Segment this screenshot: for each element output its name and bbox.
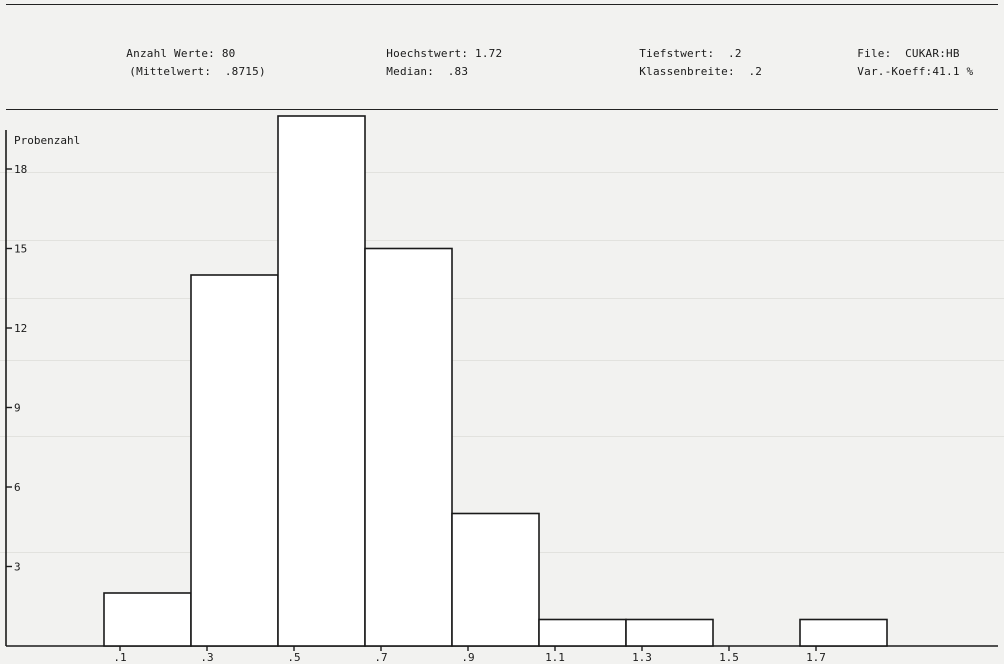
histogram-bar-.5 [278, 116, 365, 646]
x-tick-label-.5: .5 [287, 651, 300, 664]
histogram-bar-.7 [365, 249, 452, 647]
x-tick-label-.9: .9 [461, 651, 474, 664]
histogram-bar-.3 [191, 275, 278, 646]
x-tick-label-.1: .1 [113, 651, 126, 664]
histogram-bar-1.3 [626, 620, 713, 647]
y-tick-label-6: 6 [14, 481, 21, 494]
y-tick-label-15: 15 [14, 243, 27, 256]
histogram-bar-1.7 [800, 620, 887, 647]
x-tick-label-1.5: 1.5 [719, 651, 739, 664]
histogram-bar-1.1 [539, 620, 626, 647]
y-tick-label-3: 3 [14, 561, 21, 574]
x-tick-label-1.1: 1.1 [545, 651, 565, 664]
y-tick-label-9: 9 [14, 402, 21, 415]
x-tick-label-.3: .3 [200, 651, 213, 664]
x-tick-label-.7: .7 [374, 651, 387, 664]
x-tick-label-1.3: 1.3 [632, 651, 652, 664]
x-tick-label-1.7: 1.7 [806, 651, 826, 664]
y-tick-label-18: 18 [14, 163, 27, 176]
histogram-bar-.1 [104, 593, 191, 646]
y-tick-label-12: 12 [14, 322, 27, 335]
histogram-bar-.9 [452, 514, 539, 647]
